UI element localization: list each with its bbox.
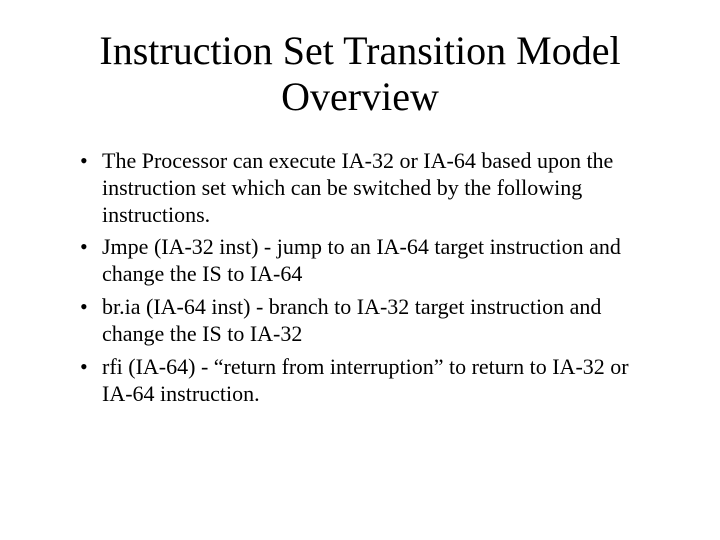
list-item: rfi (IA-64) - “return from interruption”… (80, 354, 660, 408)
list-item: The Processor can execute IA-32 or IA-64… (80, 148, 660, 228)
slide: Instruction Set Transition Model Overvie… (0, 0, 720, 540)
list-item: Jmpe (IA-32 inst) - jump to an IA-64 tar… (80, 234, 660, 288)
list-item: br.ia (IA-64 inst) - branch to IA-32 tar… (80, 294, 660, 348)
bullet-list: The Processor can execute IA-32 or IA-64… (50, 148, 670, 407)
slide-title: Instruction Set Transition Model Overvie… (50, 28, 670, 120)
